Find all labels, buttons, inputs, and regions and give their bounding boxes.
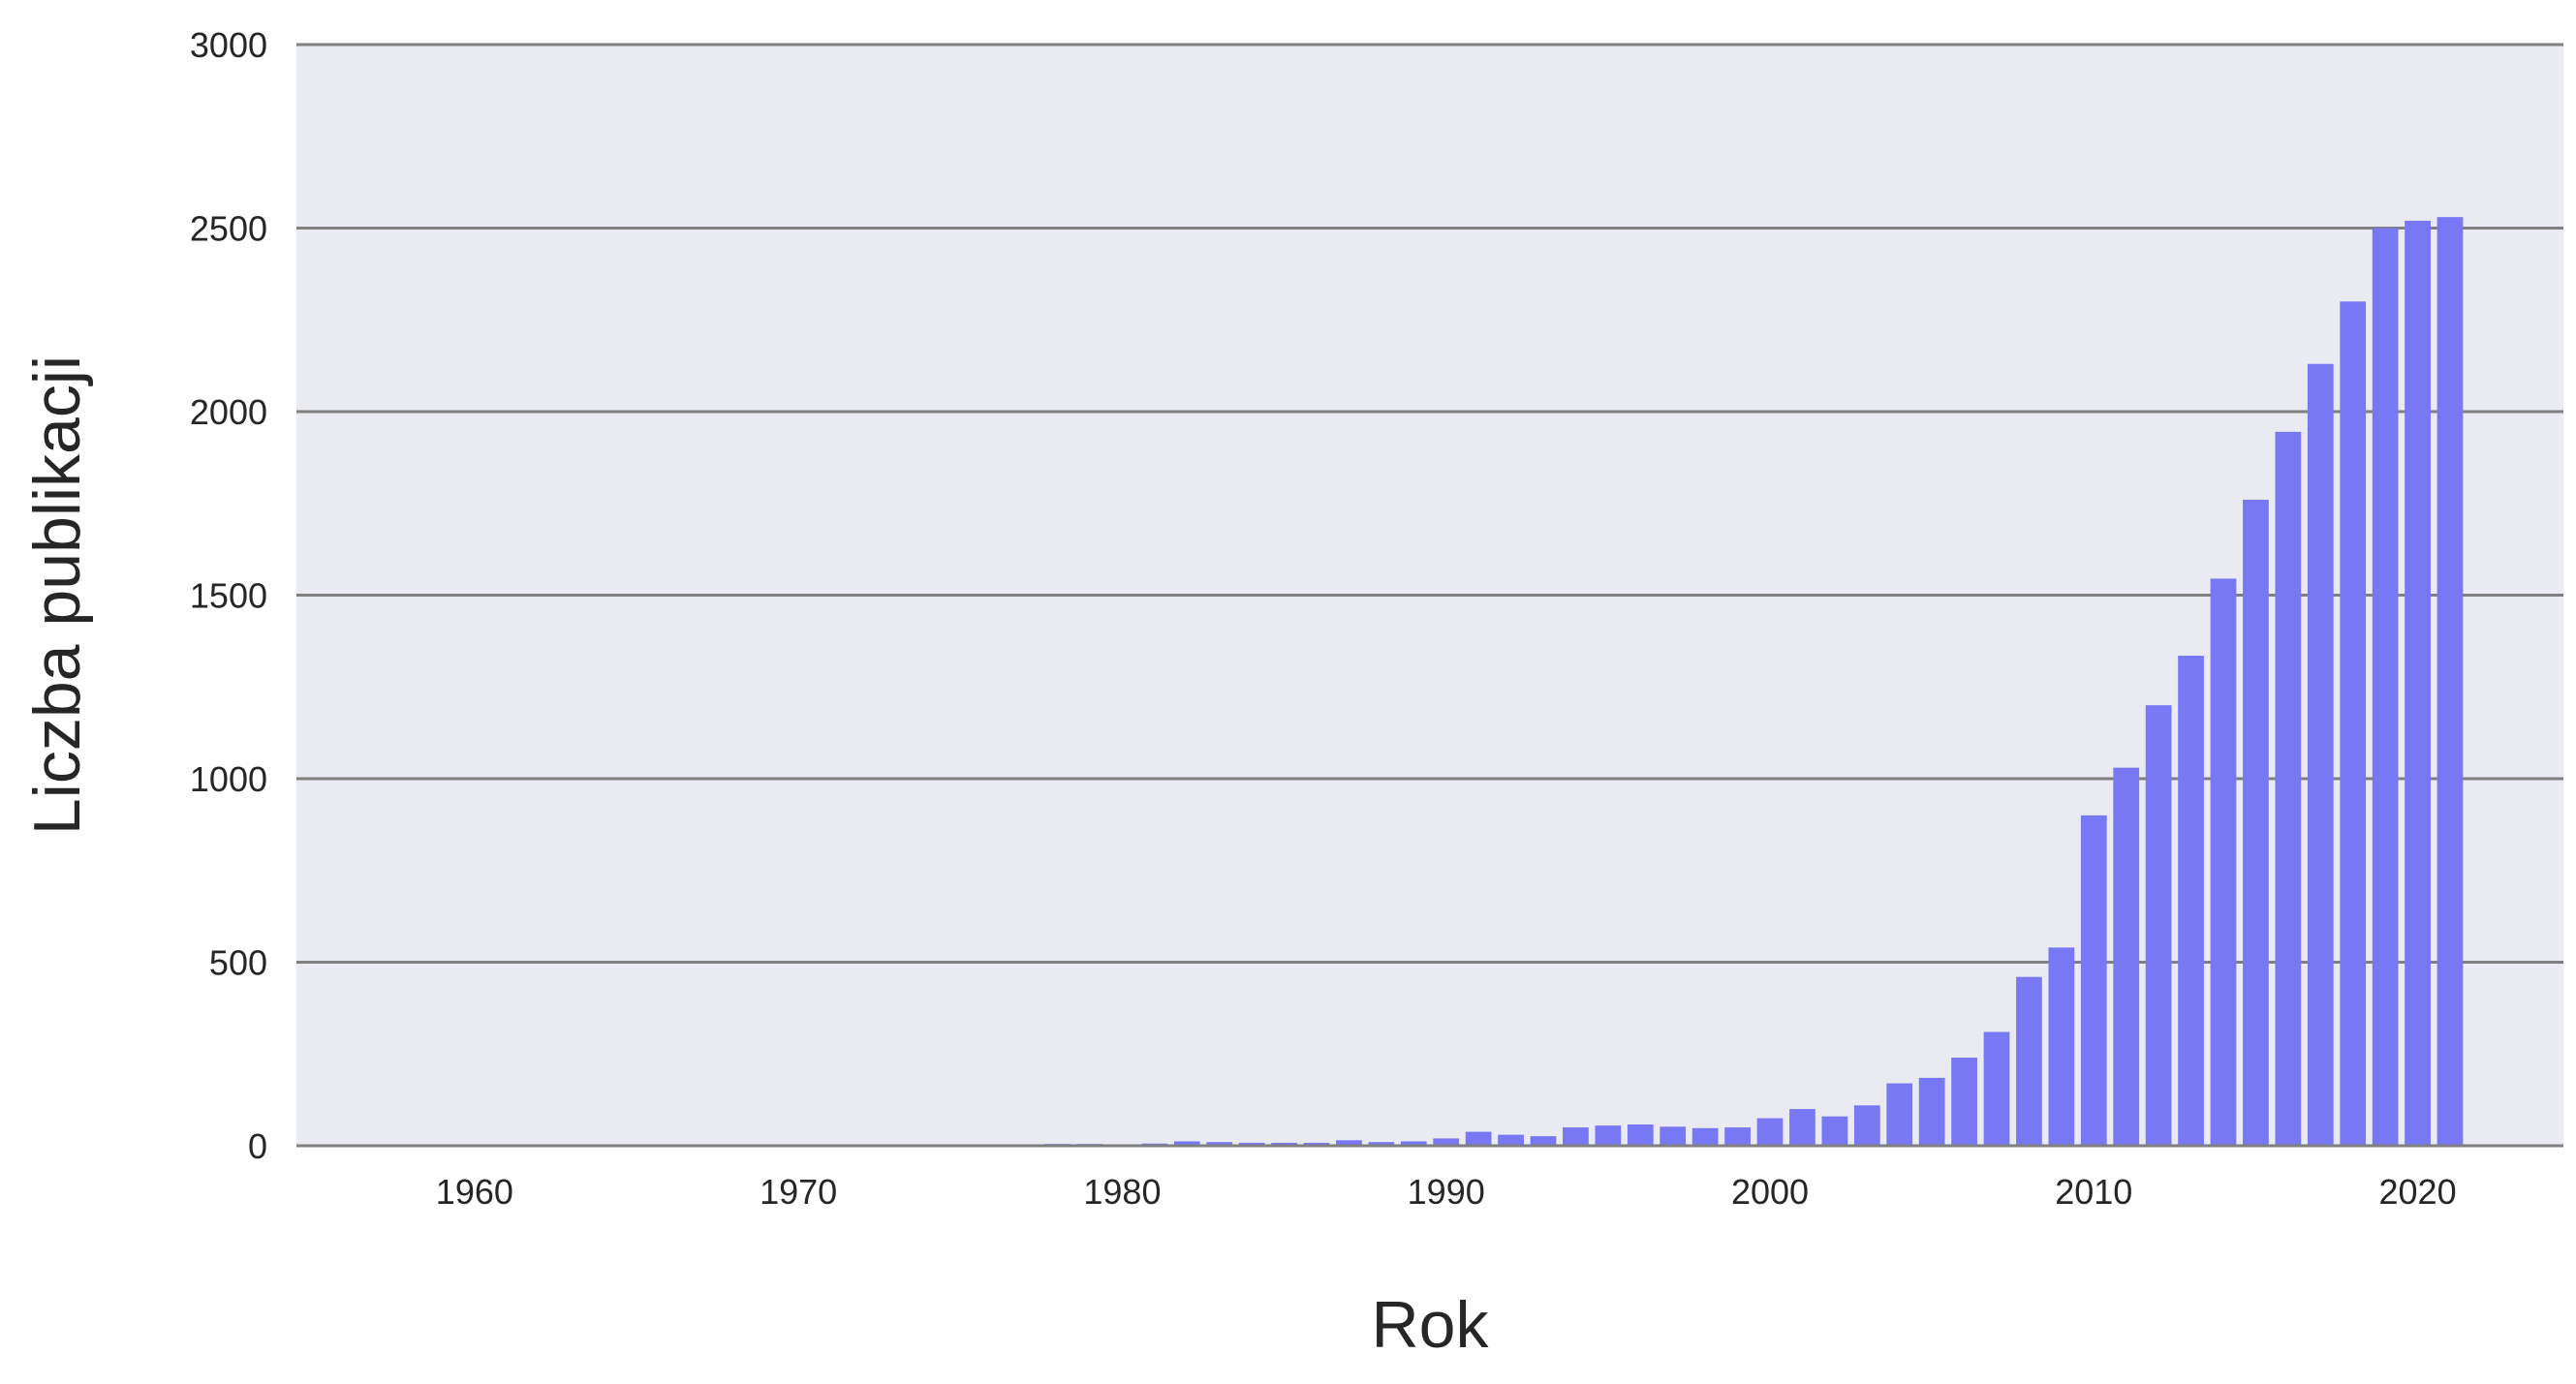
bar-1990 (1433, 1138, 1460, 1146)
bar-1983 (1206, 1142, 1233, 1146)
bar-1991 (1465, 1131, 1492, 1146)
bar-2003 (1853, 1105, 1880, 1146)
bar-1982 (1173, 1141, 1200, 1146)
x-tick-label: 1960 (436, 1172, 513, 1212)
bar-1996 (1627, 1124, 1654, 1146)
y-tick-label: 3000 (190, 25, 267, 65)
bar-2007 (1983, 1031, 2010, 1146)
bar-2020 (2405, 220, 2431, 1147)
bar-1984 (1238, 1142, 1265, 1146)
bar-1988 (1368, 1142, 1395, 1146)
bar-2018 (2340, 301, 2367, 1146)
bar-2006 (1951, 1058, 1977, 1146)
bar-2016 (2275, 431, 2302, 1147)
bar-2000 (1756, 1118, 1784, 1146)
bar-2017 (2307, 363, 2334, 1147)
bar-2011 (2113, 767, 2140, 1146)
bar-2021 (2436, 217, 2464, 1146)
bar-1986 (1303, 1142, 1330, 1146)
bar-2010 (2080, 815, 2107, 1146)
bar-1985 (1271, 1142, 1297, 1146)
bar-1994 (1563, 1127, 1589, 1146)
bar-1999 (1724, 1127, 1751, 1146)
x-tick-label: 2010 (2055, 1172, 2132, 1212)
bar-1987 (1336, 1140, 1362, 1146)
grid-lines (296, 43, 2563, 964)
bar-1992 (1498, 1134, 1524, 1146)
y-tick-label: 1500 (190, 576, 267, 616)
bar-2014 (2210, 578, 2237, 1146)
bar-2002 (1821, 1116, 1848, 1146)
x-tick-label: 1990 (1408, 1172, 1485, 1212)
y-tick-label: 500 (209, 943, 267, 983)
y-axis-title: Liczba publikacji (20, 355, 94, 835)
bar-2009 (2048, 947, 2075, 1146)
x-tick-labels: 1960 1970 1980 1990 2000 2010 2020 (436, 1172, 2457, 1212)
bar-2019 (2372, 228, 2399, 1146)
x-tick-label: 2000 (1731, 1172, 1809, 1212)
x-tick-label: 2020 (2379, 1172, 2457, 1212)
x-axis-title: Rok (1372, 1288, 1490, 1362)
y-tick-label: 1000 (190, 759, 267, 799)
bar-1998 (1691, 1127, 1719, 1146)
bar-1997 (1660, 1126, 1687, 1146)
x-tick-label: 1970 (760, 1172, 837, 1212)
bar-2005 (1918, 1077, 1945, 1146)
bar-1993 (1530, 1136, 1557, 1146)
y-tick-labels: 0 500 1000 1500 2000 2500 3000 (190, 25, 267, 1166)
y-tick-label: 2500 (190, 209, 267, 249)
y-tick-label: 0 (248, 1126, 267, 1166)
bar-1995 (1595, 1125, 1622, 1146)
bars (396, 217, 2464, 1147)
bar-2012 (2145, 705, 2172, 1146)
bar-2013 (2178, 656, 2204, 1146)
bar-1989 (1400, 1141, 1427, 1146)
x-tick-label: 1980 (1083, 1172, 1161, 1212)
bar-2015 (2243, 499, 2269, 1146)
bar-2004 (1886, 1083, 1913, 1146)
bar-2008 (2016, 976, 2042, 1146)
y-tick-label: 2000 (190, 392, 267, 432)
bar-2001 (1789, 1109, 1816, 1146)
